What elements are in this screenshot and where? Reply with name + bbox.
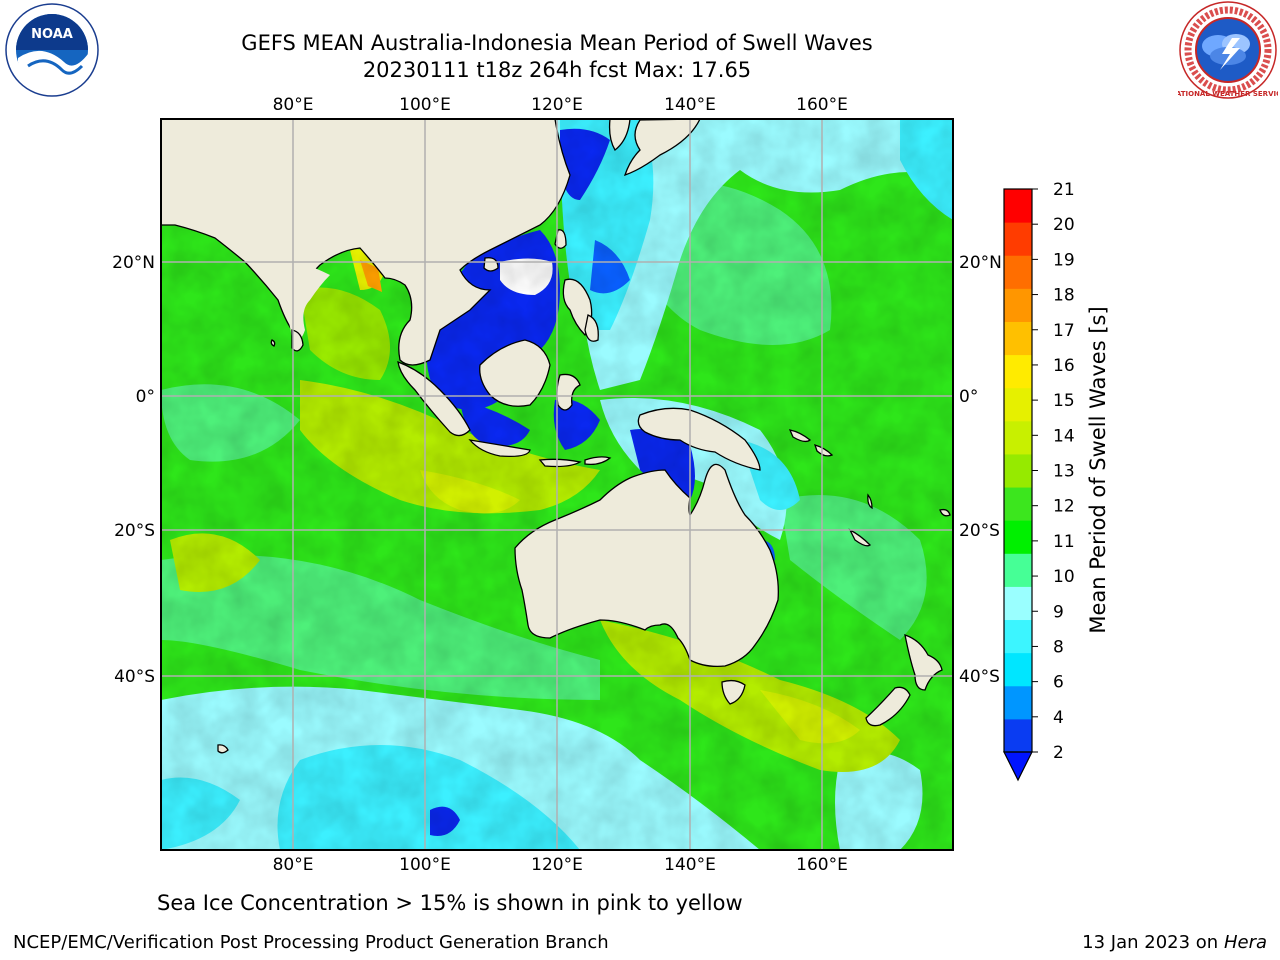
lat-tick-left-20s: 20°S [114,521,155,541]
colorbar-tick-label: 10 [1053,567,1075,587]
lat-tick-right-20n: 20°N [959,253,1002,273]
sea-ice-note: Sea Ice Concentration > 15% is shown in … [157,891,743,915]
colorbar-label: Mean Period of Swell Waves [s] [1086,306,1110,633]
colorbar-segment [1004,189,1032,223]
colorbar-segment [1004,255,1032,289]
colorbar-segment [1004,288,1032,322]
colorbar-tick-label: 13 [1053,462,1075,482]
colorbar-segment [1004,520,1032,554]
lon-tick-top-100e: 100°E [399,95,451,115]
colorbar: 2 4 6 8 9 10 11 12 13 14 15 16 17 18 19 20 21 [1003,180,1075,782]
colorbar-segment [1004,586,1032,621]
colorbar-segment [1004,652,1032,687]
colorbar-segment [1004,222,1032,256]
colorbar-tick-label: 4 [1053,708,1064,728]
colorbar-segment [1004,420,1032,455]
colorbar-tick-label: 18 [1053,286,1075,306]
footer-credit: NCEP/EMC/Verification Post Processing Pr… [13,932,609,953]
colorbar-segment [1004,321,1032,356]
footer-date: 13 Jan 2023 on Hera [1082,932,1267,953]
colorbar-tick-label: 21 [1053,180,1075,200]
colorbar-segment [1004,354,1032,389]
lat-tick-left-0: 0° [136,387,155,407]
colorbar-segment [1004,453,1032,488]
colorbar-segment [1004,387,1032,422]
lat-tick-right-0: 0° [959,387,978,407]
lon-tick-bottom-160e: 160°E [796,855,848,875]
lat-tick-left-20n: 20°N [112,253,155,273]
lon-tick-bottom-120e: 120°E [531,855,583,875]
colorbar-tick-label: 6 [1053,673,1064,693]
lat-tick-right-40s: 40°S [959,667,1000,687]
noaa-logo: NOAA [5,3,99,97]
lat-tick-left-40s: 40°S [114,667,155,687]
colorbar-tick-label: 20 [1053,215,1075,235]
colorbar-tick-label: 12 [1053,497,1075,517]
colorbar-segment [1004,718,1032,753]
footer-machine: Hera [1223,932,1267,953]
lon-tick-bottom-100e: 100°E [399,855,451,875]
lon-tick-top-80e: 80°E [273,95,314,115]
map-frame [160,118,954,851]
colorbar-tick-label: 9 [1053,602,1064,622]
colorbar-tick-label: 17 [1053,321,1075,341]
lon-tick-bottom-140e: 140°E [664,855,716,875]
map-title: GEFS MEAN Australia-Indonesia Mean Perio… [241,31,873,55]
colorbar-tick-label: 16 [1053,356,1075,376]
nws-logo: NATIONAL WEATHER SERVICE [1178,1,1278,99]
footer-date-text: 13 Jan 2023 on [1082,932,1224,953]
map-subtitle: 20230111 t18z 264h fcst Max: 17.65 [362,58,752,82]
lon-tick-top-160e: 160°E [796,95,848,115]
lat-tick-right-20s: 20°S [959,521,1000,541]
colorbar-tick-label: 15 [1053,391,1075,411]
graticule [161,119,953,850]
colorbar-segment [1004,553,1032,587]
lon-tick-top-120e: 120°E [531,95,583,115]
landmasses [161,119,951,754]
nws-logo-text: NATIONAL WEATHER SERVICE [1178,90,1278,98]
colorbar-segment [1004,619,1032,654]
noaa-logo-text: NOAA [31,27,73,42]
colorbar-extend-arrow [1003,751,1033,782]
colorbar-tick-label: 8 [1053,637,1064,657]
colorbar-tick-label: 2 [1053,743,1064,763]
colorbar-segment [1004,685,1032,720]
colorbar-tick-label: 14 [1053,426,1075,446]
lon-tick-top-140e: 140°E [664,95,716,115]
colorbar-tick-label: 11 [1053,532,1075,552]
colorbar-tick-label: 19 [1053,250,1075,270]
colorbar-segment [1004,487,1032,521]
lon-tick-bottom-80e: 80°E [273,855,314,875]
